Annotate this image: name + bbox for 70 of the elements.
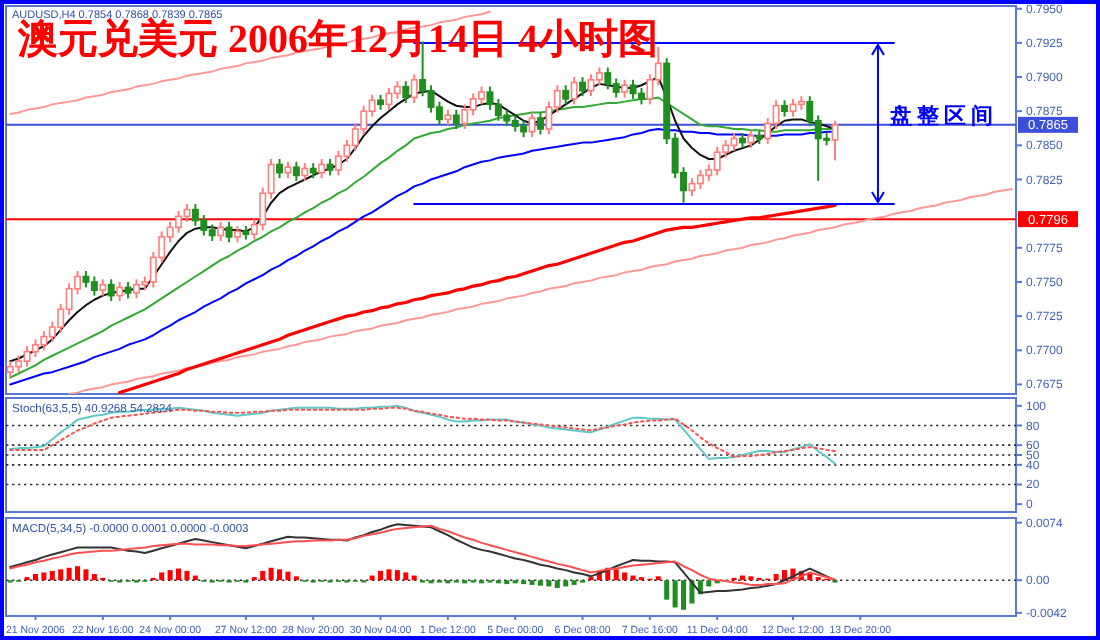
candlestick <box>562 84 570 106</box>
bar <box>32 574 38 581</box>
candlestick <box>132 278 140 300</box>
candlestick <box>276 158 284 180</box>
candlestick <box>528 111 536 139</box>
candlestick <box>116 280 124 303</box>
annotation: 盘整区间 <box>887 103 998 130</box>
candlestick <box>570 76 578 106</box>
bar <box>622 572 628 581</box>
bar <box>706 580 712 587</box>
candlestick <box>385 86 393 111</box>
candlestick <box>536 111 544 136</box>
candlestick <box>292 160 300 182</box>
candlestick <box>696 168 704 191</box>
bar <box>807 574 813 581</box>
line-series <box>68 188 1013 394</box>
candlestick <box>200 214 208 237</box>
candlestick <box>831 119 839 162</box>
bar <box>176 568 182 581</box>
candlestick <box>175 209 183 234</box>
bar <box>268 567 274 581</box>
bar <box>184 570 190 581</box>
bar <box>66 567 72 581</box>
bar <box>75 566 81 581</box>
candlestick <box>461 103 469 130</box>
bar <box>394 570 400 581</box>
bar <box>167 570 173 581</box>
candlestick <box>587 73 595 98</box>
bar <box>58 569 64 581</box>
bar <box>91 574 97 581</box>
candlestick <box>612 77 620 99</box>
bar <box>41 572 47 581</box>
bar <box>773 574 779 581</box>
bar <box>681 580 687 610</box>
candlestick <box>494 97 502 122</box>
candlestick <box>225 220 233 244</box>
bar <box>159 572 165 581</box>
bar <box>554 580 560 588</box>
bar <box>83 569 89 581</box>
candlestick <box>452 108 460 130</box>
candlestick <box>334 149 342 177</box>
candlestick <box>579 76 587 98</box>
candlestick <box>629 78 637 100</box>
candlestick <box>469 92 477 117</box>
bar <box>277 569 283 581</box>
bar <box>546 580 552 587</box>
bar <box>664 580 670 600</box>
bar <box>260 570 266 581</box>
bar <box>672 580 678 608</box>
candlestick <box>318 158 326 180</box>
bar <box>563 580 569 587</box>
candlestick <box>402 80 410 104</box>
bar <box>403 572 409 581</box>
bar <box>386 569 392 581</box>
candlestick <box>604 66 612 91</box>
candlestick <box>486 85 494 111</box>
candlestick <box>713 145 721 177</box>
candlestick <box>410 73 418 104</box>
bar <box>285 571 291 581</box>
bar <box>782 570 788 581</box>
bar <box>378 570 384 581</box>
bar <box>613 569 619 581</box>
candlestick <box>191 203 199 227</box>
candlestick <box>107 278 115 303</box>
candlestick <box>40 330 48 352</box>
candlestick <box>90 275 98 297</box>
bar <box>49 570 55 581</box>
candlestick <box>217 220 225 242</box>
candlestick <box>23 345 31 368</box>
bar <box>537 580 543 586</box>
